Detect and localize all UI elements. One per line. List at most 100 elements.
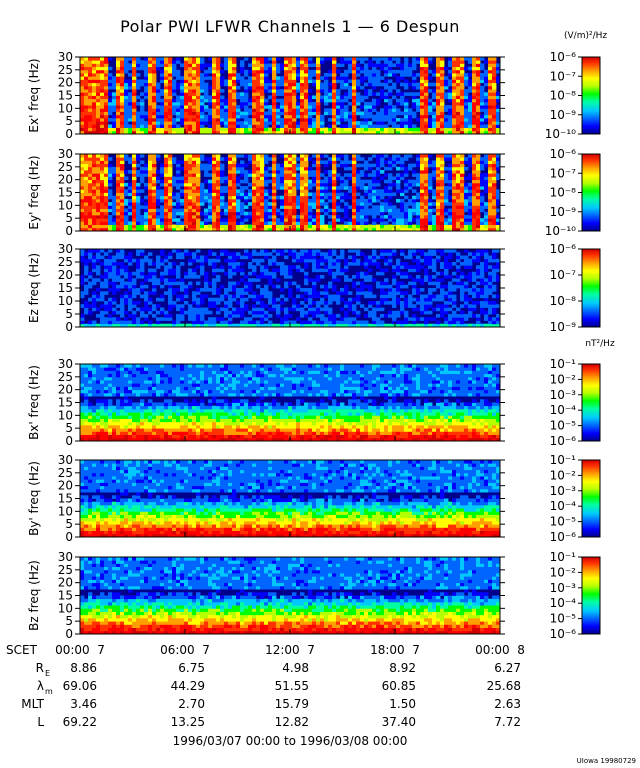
spectrogram-cell [128, 189, 133, 193]
spectrogram-cell [472, 98, 477, 103]
spectrogram-cell [244, 82, 249, 87]
spectrogram-cell [196, 82, 201, 87]
spectrogram-cell [412, 227, 417, 232]
spectrogram-cell [448, 117, 453, 122]
spectrogram-cell [300, 95, 305, 100]
spectrogram-cell [364, 105, 369, 109]
spectrogram-cell [144, 218, 149, 222]
spectrogram-cell [360, 227, 365, 232]
spectrogram-cell [284, 227, 289, 232]
spectrogram-cell [240, 255, 245, 260]
spectrogram-cell [216, 163, 221, 168]
spectrogram-cell [112, 218, 117, 222]
spectrogram-cell [212, 291, 217, 295]
spectrogram-cell [184, 108, 189, 112]
spectrogram-cell [312, 117, 317, 122]
spectrogram-cell [116, 221, 121, 225]
spectrogram-cell [320, 182, 325, 187]
spectrogram-cell [104, 317, 109, 321]
spectrogram-cell [488, 211, 493, 216]
spectrogram-cell [152, 111, 157, 116]
spectrogram-cell [304, 192, 309, 197]
spectrogram-cell [292, 227, 297, 232]
spectrogram-cell [424, 111, 429, 116]
spectrogram-cell [404, 127, 409, 132]
spectrogram-cell [120, 154, 125, 158]
spectrogram-cell [192, 192, 197, 197]
spectrogram-cell [300, 98, 305, 103]
spectrogram-cell [252, 111, 257, 116]
spectrogram-cell [200, 95, 205, 100]
spectrogram-cell [492, 224, 497, 229]
spectrogram-cell [160, 98, 165, 103]
spectrogram-cell [192, 114, 197, 119]
spectrogram-cell [216, 227, 221, 232]
spectrogram-cell [340, 127, 345, 132]
spectrogram-cell [368, 192, 373, 197]
spectrogram-cell [104, 179, 109, 184]
spectrogram-cell [472, 85, 477, 90]
spectrogram-cell [428, 208, 433, 213]
spectrogram-cell [120, 127, 125, 132]
spectrogram-cell [92, 60, 97, 64]
spectrogram-cell [200, 60, 205, 64]
spectrogram-cell [80, 89, 85, 93]
spectrogram-cell [416, 82, 421, 87]
spectrogram-cell [392, 95, 397, 100]
spectrogram-cell [184, 73, 189, 77]
spectrogram-cell [116, 82, 121, 87]
spectrogram-cell [392, 63, 397, 68]
spectrogram-cell [340, 163, 345, 168]
spectrogram-cell [260, 60, 265, 64]
spectrogram-cell [88, 297, 93, 302]
spectrogram-cell [116, 157, 121, 161]
spectrogram-cell [100, 198, 105, 203]
spectrogram-cell [116, 63, 121, 68]
spectrogram-cell [124, 202, 129, 206]
spectrogram-cell [352, 227, 357, 232]
spectrogram-cell [148, 173, 153, 177]
spectrogram-cell [208, 186, 213, 190]
spectrogram-cell [128, 73, 133, 77]
spectrogram-cell [120, 160, 125, 165]
spectrogram-cell [376, 170, 381, 174]
spectrogram-cell [124, 189, 129, 193]
spectrogram-cell [148, 189, 153, 193]
spectrogram-cell [116, 323, 121, 328]
spectrogram-cell [424, 108, 429, 112]
spectrogram-cell [108, 208, 113, 213]
spectrogram-cell [288, 163, 293, 168]
spectrogram-cell [204, 195, 209, 200]
spectrogram-cell [132, 182, 137, 187]
spectrogram-cell [348, 92, 353, 96]
spectrogram-cell [404, 218, 409, 222]
spectrogram-cell [304, 114, 309, 119]
spectrogram-cell [468, 85, 473, 90]
spectrogram-cell [392, 218, 397, 222]
spectrogram-cell [184, 288, 189, 292]
spectrogram-cell [108, 179, 113, 184]
spectrogram-cell [384, 202, 389, 206]
spectrogram-cell [188, 189, 193, 193]
spectrogram-cell [344, 124, 349, 128]
spectrogram-cell [176, 252, 181, 256]
spectrogram-cell [440, 127, 445, 132]
spectrogram-cell [176, 288, 181, 292]
spectrogram-cell [120, 179, 125, 184]
spectrogram-cell [144, 127, 149, 132]
spectrogram-cell [456, 170, 461, 174]
spectrogram-cell [288, 154, 293, 158]
spectrogram-cell [256, 95, 261, 100]
spectrogram-cell [264, 211, 269, 216]
spectrogram-cell [188, 214, 193, 219]
spectrogram-cell [488, 189, 493, 193]
spectrogram-cell [108, 320, 113, 325]
spectrogram-cell [276, 186, 281, 190]
spectrogram-cell [236, 310, 241, 315]
spectrogram-cell [372, 195, 377, 200]
spectrogram-cell [464, 57, 469, 61]
spectrogram-cell [96, 57, 101, 61]
spectrogram-cell [400, 163, 405, 168]
spectrogram-cell [80, 163, 85, 168]
spectrogram-cell [436, 63, 441, 68]
